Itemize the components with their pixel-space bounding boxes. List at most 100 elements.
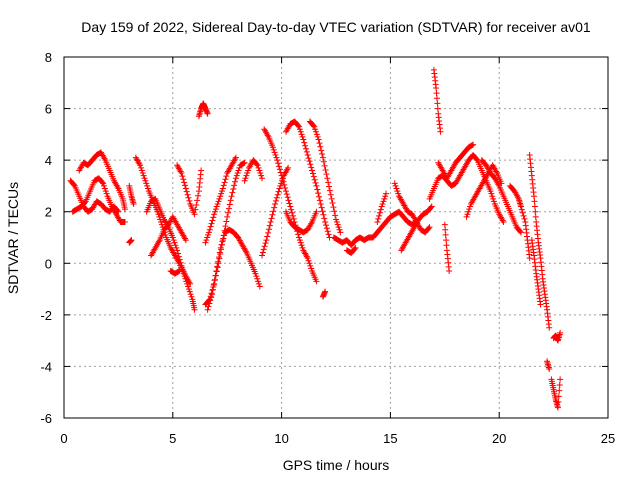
data-point-plus-marker: [158, 221, 165, 228]
data-point-plus-marker: [193, 202, 200, 209]
data-point-plus-marker: [279, 175, 286, 182]
data-point-plus-marker: [556, 387, 563, 394]
data-point-plus-marker: [295, 122, 302, 129]
data-point-plus-marker: [517, 228, 524, 235]
data-point-plus-marker: [334, 221, 341, 228]
data-point-plus-marker: [181, 182, 188, 189]
data-point-plus-marker: [210, 214, 217, 221]
data-point-plus-marker: [319, 150, 326, 157]
data-point-plus-marker: [187, 280, 194, 287]
data-point-plus-marker: [269, 144, 276, 151]
data-point-plus-marker: [202, 239, 209, 246]
data-point-plus-marker: [446, 268, 453, 275]
data-point-plus-marker: [259, 175, 266, 182]
data-point-plus-marker: [323, 225, 330, 232]
data-point-plus-marker: [425, 225, 432, 232]
data-point-plus-marker: [308, 265, 315, 272]
data-point-plus-marker: [235, 167, 242, 174]
data-point-plus-marker: [526, 255, 533, 262]
data-point-plus-marker: [466, 206, 473, 213]
data-point-plus-marker: [329, 199, 336, 206]
data-point-plus-marker: [282, 184, 289, 191]
data-point-plus-marker: [186, 197, 193, 204]
data-point-plus-marker: [139, 170, 146, 177]
data-point-plus-marker: [322, 219, 329, 226]
data-point-plus-marker: [278, 172, 285, 179]
data-point-plus-marker: [204, 306, 211, 313]
data-point-plus-marker: [433, 84, 440, 91]
data-point-plus-marker: [141, 175, 148, 182]
data-point-plus-marker: [245, 167, 252, 174]
data-point-plus-marker: [336, 226, 343, 233]
data-point-plus-marker: [286, 200, 293, 207]
data-point-plus-marker: [532, 208, 539, 215]
data-point-plus-marker: [259, 249, 266, 256]
y-tick-label: 6: [45, 102, 52, 117]
data-point-plus-marker: [217, 244, 224, 251]
data-point-plus-marker: [434, 100, 441, 107]
data-point-plus-marker: [155, 211, 162, 218]
data-point-plus-marker: [259, 252, 266, 259]
data-point-plus-marker: [297, 239, 304, 246]
data-point-plus-marker: [269, 211, 276, 218]
y-axis-label: SDTVAR / TECUs: [5, 182, 21, 294]
data-point-plus-marker: [313, 278, 320, 285]
data-point-plus-marker: [191, 306, 198, 313]
data-point-plus-marker: [325, 179, 332, 186]
data-point-plus-marker: [487, 188, 494, 195]
data-point-plus-marker: [382, 193, 389, 200]
data-point-plus-marker: [467, 203, 474, 210]
data-point-plus-marker: [243, 172, 250, 179]
data-point-plus-marker: [185, 286, 192, 293]
data-point-plus-marker: [215, 254, 222, 261]
data-point-plus-marker: [326, 183, 333, 190]
data-point-plus-marker: [317, 143, 324, 150]
data-point-plus-marker: [328, 195, 335, 202]
data-point-plus-marker: [314, 186, 321, 193]
data-point-plus-marker: [265, 226, 272, 233]
data-point-plus-marker: [313, 131, 320, 138]
data-point-plus-marker: [206, 226, 213, 233]
data-point-plus-marker: [233, 172, 240, 179]
data-point-plus-marker: [531, 198, 538, 205]
data-point-plus-marker: [143, 180, 150, 187]
data-point-plus-marker: [537, 301, 544, 308]
data-point-plus-marker: [326, 187, 333, 194]
data-point-plus-marker: [209, 217, 216, 224]
data-point-plus-marker: [234, 170, 241, 177]
data-point-plus-marker: [351, 245, 358, 252]
data-point-plus-marker: [170, 237, 177, 244]
axis-ticks: 0 5 10 15 20 25 -6 -4 -2 0 2 4 6 8: [40, 50, 615, 446]
data-point-plus-marker: [437, 128, 444, 135]
data-point-plus-marker: [322, 222, 329, 229]
data-point-plus-marker: [183, 188, 190, 195]
data-point-plus-marker: [204, 234, 211, 241]
data-point-plus-marker: [331, 208, 338, 215]
data-point-plus-marker: [319, 154, 326, 161]
data-points: [67, 66, 564, 411]
data-point-plus-marker: [158, 219, 165, 226]
data-point-plus-marker: [298, 242, 305, 249]
x-tick-label: 15: [383, 431, 397, 446]
data-point-plus-marker: [324, 228, 331, 235]
data-point-plus-marker: [81, 199, 88, 206]
data-point-plus-marker: [240, 160, 247, 167]
data-point-plus-marker: [192, 206, 199, 213]
data-point-plus-marker: [380, 198, 387, 205]
data-point-plus-marker: [257, 170, 264, 177]
data-point-plus-marker: [216, 195, 223, 202]
data-point-plus-marker: [520, 212, 527, 219]
data-point-plus-marker: [253, 273, 260, 280]
data-point-plus-marker: [180, 176, 187, 183]
data-point-plus-marker: [267, 219, 274, 226]
data-point-plus-marker: [383, 190, 390, 197]
data-point-plus-marker: [231, 182, 238, 189]
data-point-plus-marker: [322, 288, 329, 295]
data-point-plus-marker: [182, 237, 189, 244]
data-point-plus-marker: [261, 243, 268, 250]
data-point-plus-marker: [442, 226, 449, 233]
data-point-plus-marker: [295, 231, 302, 238]
data-point-plus-marker: [428, 203, 435, 210]
data-point-plus-marker: [270, 208, 277, 215]
data-point-plus-marker: [220, 182, 227, 189]
